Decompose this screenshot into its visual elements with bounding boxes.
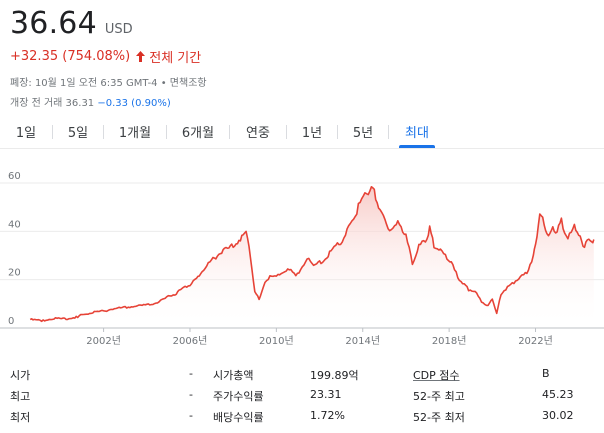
- tab-label: 1년: [301, 125, 323, 141]
- range-tabs: 1일 5일 1개월 6개월 연중 1년 5년 최대: [0, 114, 604, 150]
- stat-label-pe-ratio: 주가수익률: [213, 390, 264, 403]
- y-tick-label: 40: [8, 219, 21, 230]
- stat-value-52w-high: 45.23: [542, 388, 574, 401]
- change-period: 전체 기간: [149, 51, 202, 66]
- tab-5y[interactable]: 5년: [338, 114, 388, 148]
- market-status-line: 폐장: 10월 1일 오전 6:35 GMT-4 • 면책조항: [10, 78, 207, 89]
- tab-6m[interactable]: 6개월: [167, 114, 229, 148]
- after-hours-change: −0.33 (0.90%): [97, 98, 171, 109]
- tab-label: 6개월: [181, 125, 215, 141]
- stats-row: 최고 - 주가수익률 23.31 52-주 최고 45.23: [0, 388, 604, 408]
- quote-header: 36.64 USD: [10, 6, 133, 42]
- tab-ytd[interactable]: 연중: [230, 114, 286, 148]
- stat-value-52w-low: 30.02: [542, 409, 574, 422]
- x-tick-label: 2014년: [345, 335, 380, 347]
- x-tick-label: 2022년: [518, 335, 553, 347]
- stat-label-open: 시가: [10, 369, 31, 382]
- x-tick-label: 2010년: [259, 335, 294, 347]
- stat-value-low: -: [189, 409, 193, 422]
- price-chart-svg[interactable]: 0 20 40 60 2002년 2006년 2010년 2014년 2018년 2022년: [0, 165, 604, 355]
- tab-label: 최대: [405, 125, 429, 141]
- price-change-row: +32.35 (754.08%) 전체 기간: [10, 47, 201, 66]
- x-tick-label: 2018년: [432, 335, 467, 347]
- x-tick-label: 2002년: [86, 335, 121, 347]
- tab-label: 1개월: [118, 125, 152, 141]
- tabs-divider: [0, 148, 604, 149]
- tab-1y[interactable]: 1년: [287, 114, 337, 148]
- tab-1m[interactable]: 1개월: [104, 114, 166, 148]
- stat-label-market-cap: 시가총액: [213, 369, 254, 382]
- cdp-score-link[interactable]: CDP 점수: [413, 369, 460, 382]
- stat-label-dividend-yield: 배당수익률: [213, 411, 264, 424]
- x-tick-label: 2006년: [173, 335, 208, 347]
- price-line: [29, 186, 595, 323]
- tab-divider: [166, 125, 167, 139]
- stat-value-pe-ratio: 23.31: [310, 388, 342, 401]
- tab-1d[interactable]: 1일: [0, 114, 52, 148]
- tab-label: 1일: [15, 125, 37, 141]
- stats-row: 최저 - 배당수익률 1.72% 52-주 최저 30.02: [0, 409, 604, 429]
- tab-label: 5일: [67, 125, 89, 141]
- y-tick-label: 0: [8, 316, 14, 327]
- currency-label: USD: [104, 22, 133, 37]
- stats-row: 시가 - 시가총액 199.89억 CDP 점수 B: [0, 367, 604, 387]
- stat-value-market-cap: 199.89억: [310, 369, 359, 382]
- after-hours-price: 개장 전 거래 36.31: [10, 98, 98, 109]
- tab-divider: [52, 125, 53, 139]
- tab-max[interactable]: 최대: [399, 114, 435, 148]
- y-tick-label: 60: [8, 171, 21, 182]
- tab-5d[interactable]: 5일: [53, 114, 103, 148]
- tab-label: 연중: [246, 125, 270, 141]
- stat-value-cdp-score: B: [542, 367, 550, 380]
- stat-label-52w-low: 52-주 최저: [413, 411, 465, 424]
- price-change: +32.35 (754.08%): [10, 49, 131, 64]
- current-price: 36.64: [10, 6, 97, 41]
- y-tick-label: 20: [8, 268, 21, 279]
- tab-divider: [388, 125, 389, 139]
- stat-value-high: -: [189, 388, 193, 401]
- stat-value-dividend-yield: 1.72%: [310, 409, 345, 422]
- price-chart[interactable]: 0 20 40 60 2002년 2006년 2010년 2014년 2018년 2022년: [0, 165, 604, 355]
- after-hours-line: 개장 전 거래 36.31 −0.33 (0.90%): [10, 94, 171, 109]
- tab-divider: [286, 125, 287, 139]
- tab-divider: [229, 125, 230, 139]
- stat-label-52w-high: 52-주 최고: [413, 390, 465, 403]
- tab-label: 5년: [352, 125, 374, 141]
- price-area-fill: [30, 186, 594, 328]
- arrow-up-icon: [136, 51, 146, 62]
- stat-value-open: -: [189, 367, 193, 380]
- stat-label-low: 최저: [10, 411, 31, 424]
- tab-divider: [337, 125, 338, 139]
- tab-divider: [103, 125, 104, 139]
- stat-label-high: 최고: [10, 390, 31, 403]
